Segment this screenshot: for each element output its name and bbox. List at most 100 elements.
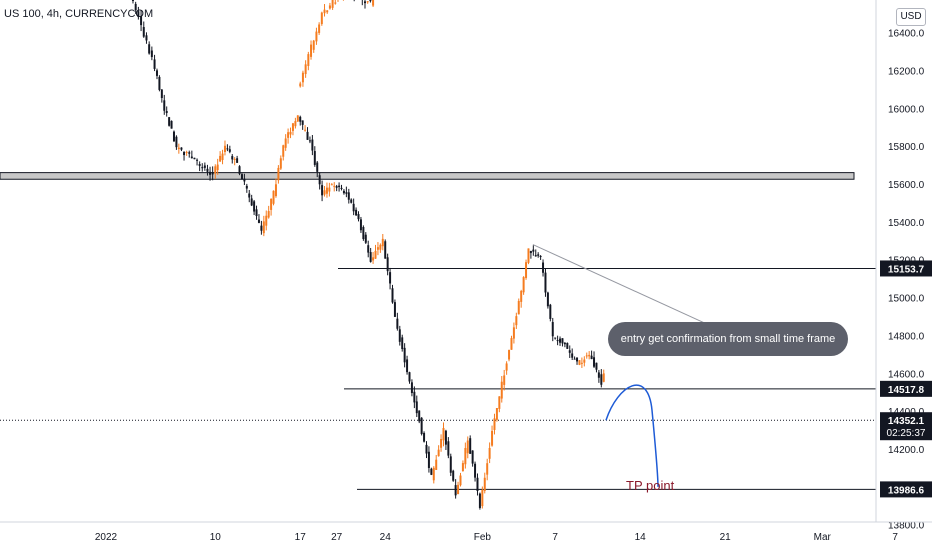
- candle-body: [364, 234, 367, 243]
- candle-body: [160, 89, 163, 98]
- candle-body: [311, 139, 314, 151]
- x-tick-label: 14: [635, 532, 647, 543]
- x-tick-label: Feb: [474, 532, 492, 543]
- x-tick-label: 7: [552, 532, 558, 543]
- candle-body: [517, 300, 520, 315]
- candle-body: [223, 145, 226, 153]
- candle-body: [175, 136, 178, 148]
- candle-body: [425, 444, 428, 454]
- candle-body: [253, 201, 256, 212]
- candle-body: [542, 262, 545, 273]
- candle-body: [401, 337, 404, 350]
- candle-body: [236, 158, 239, 163]
- candle-body: [381, 238, 384, 247]
- candle-body: [534, 255, 537, 257]
- candle-body: [350, 199, 353, 203]
- candle-body: [423, 432, 426, 442]
- candle-body: [491, 430, 494, 446]
- price-tag: [880, 380, 932, 397]
- candle-body: [539, 256, 542, 258]
- candle-body: [250, 198, 253, 206]
- y-tick-label: 16000.0: [888, 104, 925, 115]
- candle-body: [265, 215, 268, 226]
- candle-body: [551, 322, 554, 337]
- candle-body: [177, 147, 180, 150]
- candle-body: [352, 203, 355, 212]
- candle-body: [415, 401, 418, 414]
- candle-body: [342, 190, 345, 194]
- candle-body: [573, 358, 576, 360]
- candle-body: [376, 247, 379, 250]
- candle-body: [172, 131, 175, 142]
- candle-body: [345, 192, 348, 194]
- candle-body: [408, 372, 411, 382]
- candle-body: [529, 250, 532, 254]
- candle-body: [198, 164, 201, 166]
- candle-body: [153, 59, 156, 69]
- candle-body: [476, 477, 479, 492]
- candle-body: [301, 120, 304, 125]
- candle-body: [420, 417, 423, 435]
- candle-body: [257, 219, 260, 223]
- x-tick-label: 27: [331, 532, 343, 543]
- y-tick-label: 15600.0: [888, 180, 925, 191]
- candle-body: [571, 353, 574, 358]
- candle-body: [435, 459, 438, 470]
- candle-body: [180, 147, 183, 150]
- candle-body: [449, 456, 452, 473]
- x-tick-label: 7: [892, 532, 898, 543]
- candle-body: [556, 340, 559, 342]
- candle-body: [158, 76, 161, 90]
- candle-body: [398, 329, 401, 342]
- candle-body: [320, 12, 323, 25]
- candle-body: [216, 164, 219, 171]
- candle-body: [315, 31, 318, 42]
- candle-body: [554, 337, 557, 339]
- price-tag-label: 15153.7: [888, 264, 925, 275]
- candle-body: [304, 64, 307, 75]
- candle-body: [140, 16, 143, 26]
- candle-body: [287, 132, 290, 138]
- candle-body: [334, 2, 337, 4]
- candle-body: [323, 190, 326, 195]
- candle-body: [330, 184, 333, 186]
- x-tick-label: 17: [295, 532, 307, 543]
- candle-body: [505, 363, 508, 371]
- candle-body: [459, 475, 462, 486]
- candle-body: [452, 470, 455, 481]
- annotation-tp-point[interactable]: TP point: [626, 478, 675, 493]
- candle-body: [471, 450, 474, 464]
- candle-body: [301, 72, 304, 83]
- candle-body: [279, 158, 282, 169]
- candle-body: [312, 40, 315, 50]
- candle-body: [566, 342, 569, 349]
- candle-body: [474, 463, 477, 478]
- candle-body: [410, 382, 413, 394]
- candle-body: [585, 355, 588, 357]
- candle-body: [260, 225, 263, 231]
- candle-body: [520, 290, 523, 302]
- candle-body: [201, 167, 204, 169]
- candle-body: [391, 288, 394, 303]
- candle-body: [583, 359, 586, 363]
- candle-body: [588, 354, 591, 357]
- candle-body: [403, 347, 406, 363]
- candle-body: [321, 185, 324, 196]
- candle-body: [454, 485, 457, 496]
- candle-body: [578, 360, 581, 365]
- candle-body: [331, 0, 334, 8]
- candle-body: [522, 277, 525, 293]
- candle-body: [240, 174, 243, 180]
- candle-body: [248, 193, 251, 198]
- candle-body: [299, 83, 302, 87]
- candle-body: [233, 158, 236, 160]
- currency-button[interactable]: USD: [896, 8, 926, 26]
- candle-body: [597, 372, 600, 378]
- annotation-entry[interactable]: entry get confirmation from small time f…: [608, 322, 848, 356]
- candle-body: [299, 116, 302, 122]
- candle-body: [500, 381, 503, 399]
- candle-body: [369, 0, 372, 2]
- candle-body: [340, 187, 343, 189]
- candle-body: [328, 187, 331, 192]
